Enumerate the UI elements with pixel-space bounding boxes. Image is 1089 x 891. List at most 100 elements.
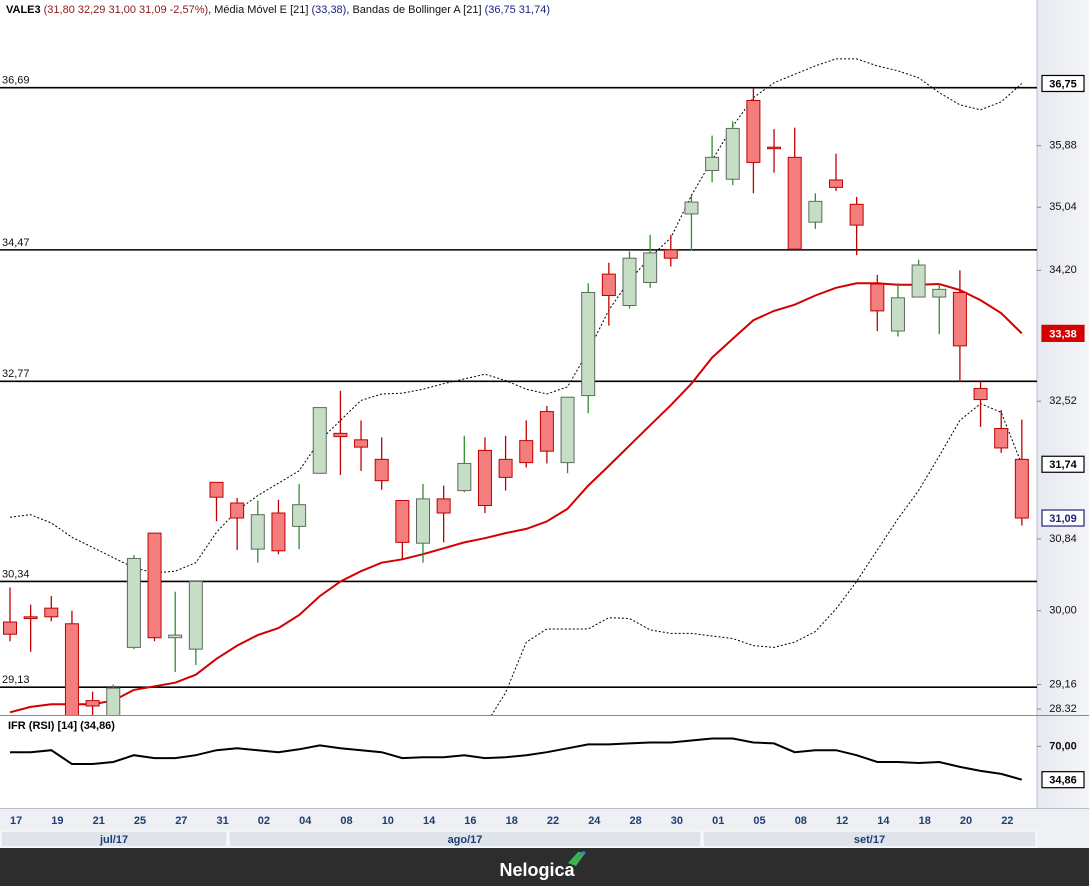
x-tick-label: 04 [299,815,312,827]
x-tick-label: 21 [93,815,105,827]
last-value-label: 33,38 [1049,328,1077,340]
title-part: , Média Móvel E [21] [208,4,311,16]
candle-body [436,498,451,514]
candle-body [23,616,38,620]
candle-body [64,623,79,715]
x-tick-label: 31 [217,815,229,827]
horizontal-line-label: 29,13 [2,674,30,686]
candle-body [890,297,905,332]
month-label: set/17 [854,834,885,846]
horizontal-line-label: 34,47 [2,237,30,249]
x-tick-label: 10 [382,815,394,827]
candle-body [808,200,823,223]
x-tick-label: 18 [506,815,518,827]
horizontal-line-label: 32,77 [2,368,30,380]
x-tick-label: 18 [919,815,931,827]
last-value-label: 36,75 [1049,78,1077,90]
y-tick-label: 32,52 [1049,395,1077,407]
x-tick-label: 25 [134,815,146,827]
candle-body [457,462,472,492]
plot-background [0,0,1037,808]
candle-body [354,439,369,448]
candle-body [271,512,286,552]
candle-body [477,449,492,507]
candle-body [787,156,802,250]
candle-body [994,427,1009,449]
y-tick-label: 70,00 [1049,740,1077,752]
candle-body [250,514,265,550]
x-tick-label: 08 [795,815,807,827]
labels: 35,88 35,04 34,20 32,52 30,84 30,00 29,16 28.32… [0,75,1085,848]
overlay-line [9,282,1023,714]
candle-body [168,634,183,639]
month-band [228,830,702,848]
last-value-label: 34,86 [1049,775,1077,787]
footer [0,848,1089,886]
title-part: (36,75 31,74) [485,4,550,16]
candle-body [767,146,782,150]
x-tick-label: 27 [175,815,187,827]
candle-body [932,288,947,298]
candle-body [209,481,224,498]
y-tick-label: 35,04 [1049,201,1077,213]
candle-body [663,249,678,259]
candle-body [44,607,59,618]
horizontal-line-label: 30,34 [2,568,30,580]
candle-body [622,257,637,307]
x-tick-label: 08 [340,815,352,827]
candle-body [581,291,596,397]
x-tick-label: 05 [753,815,765,827]
candle-body [126,557,141,648]
candle-body [333,432,348,438]
footer-brand: Nelogica [499,860,575,880]
x-tick-label: 28 [630,815,642,827]
y-tick-label: 29,16 [1049,678,1077,690]
candle-body [416,498,430,544]
axis-background [1037,0,1089,808]
last-value-label-box [1041,771,1085,789]
y-tick-label: 34,20 [1049,264,1077,276]
y-tick-label: 35,88 [1049,140,1077,152]
candle-body [395,500,410,543]
y-tick-label: 28.32 [1049,703,1077,715]
candle-body [911,264,926,298]
x-tick-label: 20 [960,815,972,827]
x-tick-label: 30 [671,815,683,827]
candle-body [560,396,575,464]
title-part: VALE3 [6,4,41,16]
chart-title: VALE3 (31,80 32,29 31,00 31,09 -2,57%), M… [6,4,550,16]
last-close-label: 31,09 [1049,513,1077,525]
candle-body [684,201,699,215]
x-tick-label: 17 [10,815,22,827]
candle-body [601,273,616,297]
x-tick-label: 01 [712,815,724,827]
x-tick-label: 02 [258,815,270,827]
logo-mark [576,851,586,858]
logo-mark [568,852,586,866]
last-value-label-box [1041,455,1085,473]
title-part: , Bandas de Bollinger A [21] [346,4,484,16]
candle-body [85,700,100,707]
horizontal-line-label: 36,69 [2,75,30,87]
candle-body [643,252,658,284]
rsi-plot [10,737,1023,781]
x-tick-label: 14 [877,815,890,827]
rsi-title: IFR (RSI) [14] (34,86) [8,720,115,732]
candle-body [746,100,761,163]
month-band [0,830,228,848]
month-band [702,830,1037,848]
title-part: (33,38) [311,4,346,16]
x-tick-label: 16 [464,815,476,827]
overlay-line [9,58,1023,574]
y-tick-label: 30,84 [1049,533,1077,545]
candle-body [725,127,740,180]
candle-body [849,203,864,226]
y-tick-label: 30,00 [1049,605,1077,617]
last-value-label: 31,74 [1049,459,1077,471]
candle-body [498,458,513,478]
candle-body [147,532,162,639]
candle-body [230,502,245,519]
overlay-line [491,403,1023,715]
candle-body [188,580,203,650]
